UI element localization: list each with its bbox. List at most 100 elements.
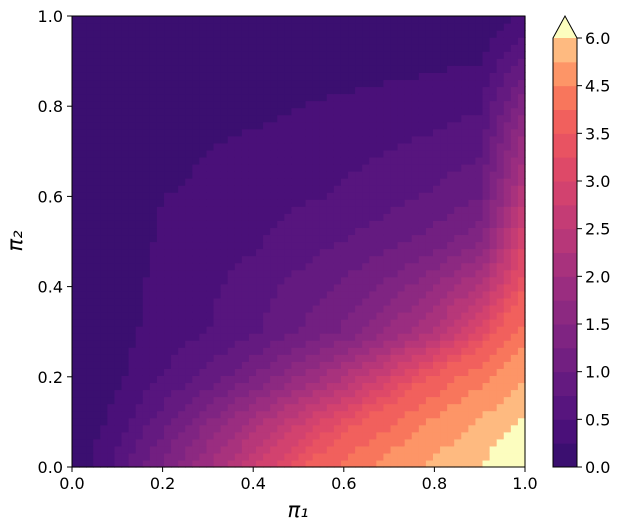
contour-cell	[284, 156, 293, 165]
contour-cell	[142, 438, 151, 447]
contour-cell	[376, 410, 385, 419]
colorbar-band	[553, 276, 577, 301]
contour-cell	[121, 206, 130, 214]
contour-cell	[156, 30, 165, 38]
contour-cell	[284, 199, 293, 207]
contour-cell	[93, 424, 101, 433]
contour-cell	[298, 86, 307, 95]
contour-cell	[227, 178, 236, 186]
contour-cell	[135, 206, 144, 214]
contour-cell	[468, 23, 477, 31]
contour-cell	[192, 178, 201, 186]
contour-cell	[298, 30, 307, 38]
contour-cell	[213, 79, 222, 88]
contour-cell	[383, 311, 392, 320]
contour-cell	[114, 283, 123, 292]
contour-cell	[418, 220, 427, 229]
contour-cell	[291, 290, 300, 299]
contour-cell	[298, 114, 307, 123]
contour-cell	[149, 255, 158, 264]
contour-cell	[454, 290, 462, 299]
contour-cell	[114, 382, 123, 391]
contour-cell	[482, 163, 491, 172]
contour-cell	[333, 333, 342, 341]
contour-cell	[425, 135, 434, 144]
colorbar-band	[553, 85, 577, 110]
contour-cell	[234, 51, 243, 59]
contour-cell	[256, 438, 264, 447]
contour-cell	[164, 178, 172, 186]
contour-cell	[128, 375, 137, 384]
contour-cell	[164, 44, 172, 52]
contour-cell	[142, 241, 151, 250]
contour-cell	[121, 319, 130, 327]
contour-cell	[171, 121, 179, 130]
contour-cell	[164, 100, 172, 109]
contour-cell	[164, 171, 172, 179]
contour-cell	[277, 347, 285, 355]
contour-cell	[376, 262, 385, 271]
contour-cell	[213, 417, 222, 426]
contour-cell	[199, 319, 208, 327]
contour-cell	[93, 156, 101, 165]
contour-cell	[192, 114, 201, 123]
contour-cell	[142, 276, 151, 285]
contour-cell	[432, 128, 441, 137]
contour-cell	[355, 283, 363, 292]
contour-cell	[185, 410, 193, 419]
contour-cell	[440, 16, 448, 24]
contour-cell	[447, 93, 455, 102]
contour-cell	[128, 276, 137, 285]
contour-cell	[171, 410, 179, 419]
contour-cell	[298, 156, 307, 165]
contour-cell	[475, 459, 484, 468]
contour-cell	[362, 149, 370, 158]
contour-cell	[489, 51, 498, 59]
contour-cell	[447, 121, 455, 130]
contour-cell	[390, 213, 399, 221]
contour-cell	[390, 403, 399, 412]
contour-cell	[142, 262, 151, 271]
contour-cell	[440, 156, 448, 165]
contour-cell	[454, 44, 462, 52]
contour-cell	[319, 234, 328, 243]
contour-cell	[270, 114, 278, 123]
contour-cell	[227, 220, 236, 229]
contour-cell	[234, 403, 243, 412]
contour-cell	[248, 163, 257, 172]
contour-cell	[164, 269, 172, 278]
contour-cell	[107, 445, 116, 454]
contour-cell	[390, 234, 399, 243]
contour-cell	[284, 389, 293, 398]
contour-cell	[468, 51, 477, 59]
contour-cell	[312, 51, 321, 59]
contour-cell	[503, 269, 512, 278]
contour-cell	[114, 135, 123, 144]
contour-cell	[79, 340, 87, 348]
contour-cell	[86, 417, 94, 426]
contour-cell	[100, 121, 108, 130]
contour-cell	[425, 255, 434, 264]
contour-cell	[447, 149, 455, 158]
contour-cell	[510, 438, 519, 447]
contour-cell	[178, 37, 186, 45]
contour-cell	[411, 382, 420, 391]
contour-cell	[107, 382, 116, 391]
contour-cell	[171, 30, 179, 38]
contour-cell	[348, 241, 356, 250]
contour-cell	[256, 37, 264, 45]
contour-cell	[114, 248, 123, 257]
contour-cell	[496, 79, 505, 88]
contour-cell	[355, 417, 363, 426]
contour-cell	[461, 121, 469, 130]
contour-cell	[319, 354, 328, 362]
contour-cell	[185, 171, 193, 179]
contour-cell	[93, 269, 101, 278]
contour-cell	[326, 269, 335, 278]
contour-cell	[263, 227, 271, 236]
contour-cell	[178, 178, 186, 186]
contour-cell	[206, 375, 215, 384]
contour-cell	[348, 79, 356, 88]
contour-cell	[79, 445, 87, 454]
contour-cell	[475, 107, 484, 116]
